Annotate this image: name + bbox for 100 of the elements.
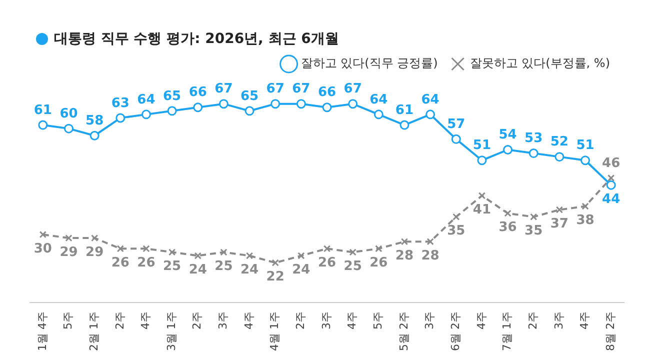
point	[270, 99, 280, 109]
data-label: 57	[447, 117, 466, 132]
point	[296, 99, 306, 109]
point	[608, 174, 615, 182]
data-label: 53	[524, 131, 543, 146]
data-label: 38	[576, 213, 594, 228]
legend-label: 잘못하고 있다(부정률, %)	[470, 56, 610, 70]
data-label: 28	[395, 248, 414, 264]
point	[65, 234, 72, 242]
data-label: 35	[524, 224, 543, 239]
point	[554, 152, 564, 162]
data-label: 46	[602, 156, 620, 171]
point	[528, 148, 538, 158]
x-tick-label: 2주	[190, 312, 204, 330]
data-label: 26	[318, 256, 336, 271]
data-label: 61	[34, 102, 52, 118]
data-label: 25	[162, 259, 182, 274]
x-tick-label: 3주	[552, 312, 566, 330]
point	[218, 99, 228, 109]
point	[272, 259, 279, 266]
x-tick-label: 3주	[423, 312, 436, 330]
point	[116, 245, 124, 252]
point	[400, 120, 410, 130]
x-tick-label: 5월 2주	[397, 312, 410, 352]
x-tick-label: 4주	[346, 312, 359, 330]
x-tick-label: 2주	[526, 312, 540, 330]
point	[477, 156, 487, 166]
data-label: 67	[266, 82, 284, 97]
point	[220, 248, 228, 256]
data-label: 24	[240, 262, 259, 278]
point	[38, 120, 48, 130]
data-label: 41	[472, 202, 492, 218]
point	[167, 106, 177, 116]
data-label: 67	[292, 82, 310, 97]
legend-label: 잘하고 있다(직무 긍정률)	[300, 56, 438, 70]
data-label: 30	[34, 241, 52, 256]
x-tick-label: 4월 1주	[268, 312, 282, 352]
point	[426, 110, 436, 120]
x-tick-label: 4주	[474, 312, 488, 330]
point	[323, 245, 331, 252]
point	[478, 192, 486, 200]
point	[64, 124, 74, 134]
data-label: 25	[344, 259, 362, 274]
point	[348, 99, 358, 109]
point	[530, 213, 538, 220]
point	[194, 252, 202, 260]
data-label: 26	[370, 256, 388, 271]
data-label: 63	[111, 96, 130, 111]
x-tick-label: 1월 4주	[36, 312, 49, 352]
data-label: 26	[111, 256, 130, 271]
data-label: 58	[86, 114, 104, 128]
point	[451, 134, 461, 144]
point	[452, 213, 460, 220]
data-label: 25	[214, 259, 233, 274]
point	[298, 252, 305, 260]
x-tick-label: 2월 1주	[87, 312, 100, 352]
point	[193, 102, 203, 112]
x-tick-label: 2주	[294, 312, 308, 330]
data-label: 61	[395, 102, 414, 118]
point	[244, 106, 254, 116]
data-label: 44	[602, 192, 620, 207]
data-label: 65	[240, 88, 259, 104]
point	[580, 156, 590, 166]
x-tick-label: 4주	[139, 312, 152, 330]
point	[90, 234, 98, 242]
point	[141, 110, 151, 120]
data-label: 29	[86, 244, 104, 260]
chart-title: 대통령 직무 수행 평가: 2026년, 최근 6개월	[54, 30, 339, 48]
point	[504, 210, 512, 217]
x-tick-label: 3주	[216, 312, 230, 330]
data-label: 60	[60, 106, 78, 122]
data-label: 24	[292, 262, 310, 278]
data-label: 26	[137, 256, 156, 271]
data-label: 65	[162, 88, 182, 104]
point	[116, 113, 126, 123]
x-tick-label: 8월 2주	[604, 312, 617, 352]
point	[90, 130, 100, 140]
point	[322, 102, 332, 112]
data-label: 66	[188, 85, 207, 100]
point	[168, 248, 176, 256]
data-label: 52	[550, 134, 568, 150]
point	[606, 180, 616, 190]
point	[582, 202, 589, 210]
data-label: 24	[188, 262, 207, 278]
data-label: 28	[421, 248, 440, 264]
point	[503, 145, 513, 155]
data-label: 35	[447, 224, 466, 239]
point	[556, 206, 564, 214]
data-label: 64	[421, 92, 440, 108]
data-label: 54	[498, 128, 517, 143]
point	[400, 238, 408, 246]
point	[426, 238, 434, 246]
data-label: 22	[266, 270, 284, 285]
point	[246, 252, 254, 260]
data-label: 64	[137, 92, 156, 108]
data-label: 64	[370, 92, 388, 108]
x-tick-label: 5주	[372, 312, 385, 330]
data-label: 67	[214, 82, 233, 97]
data-label: 37	[550, 216, 568, 232]
x-tick-label: 7월 1주	[500, 312, 514, 352]
